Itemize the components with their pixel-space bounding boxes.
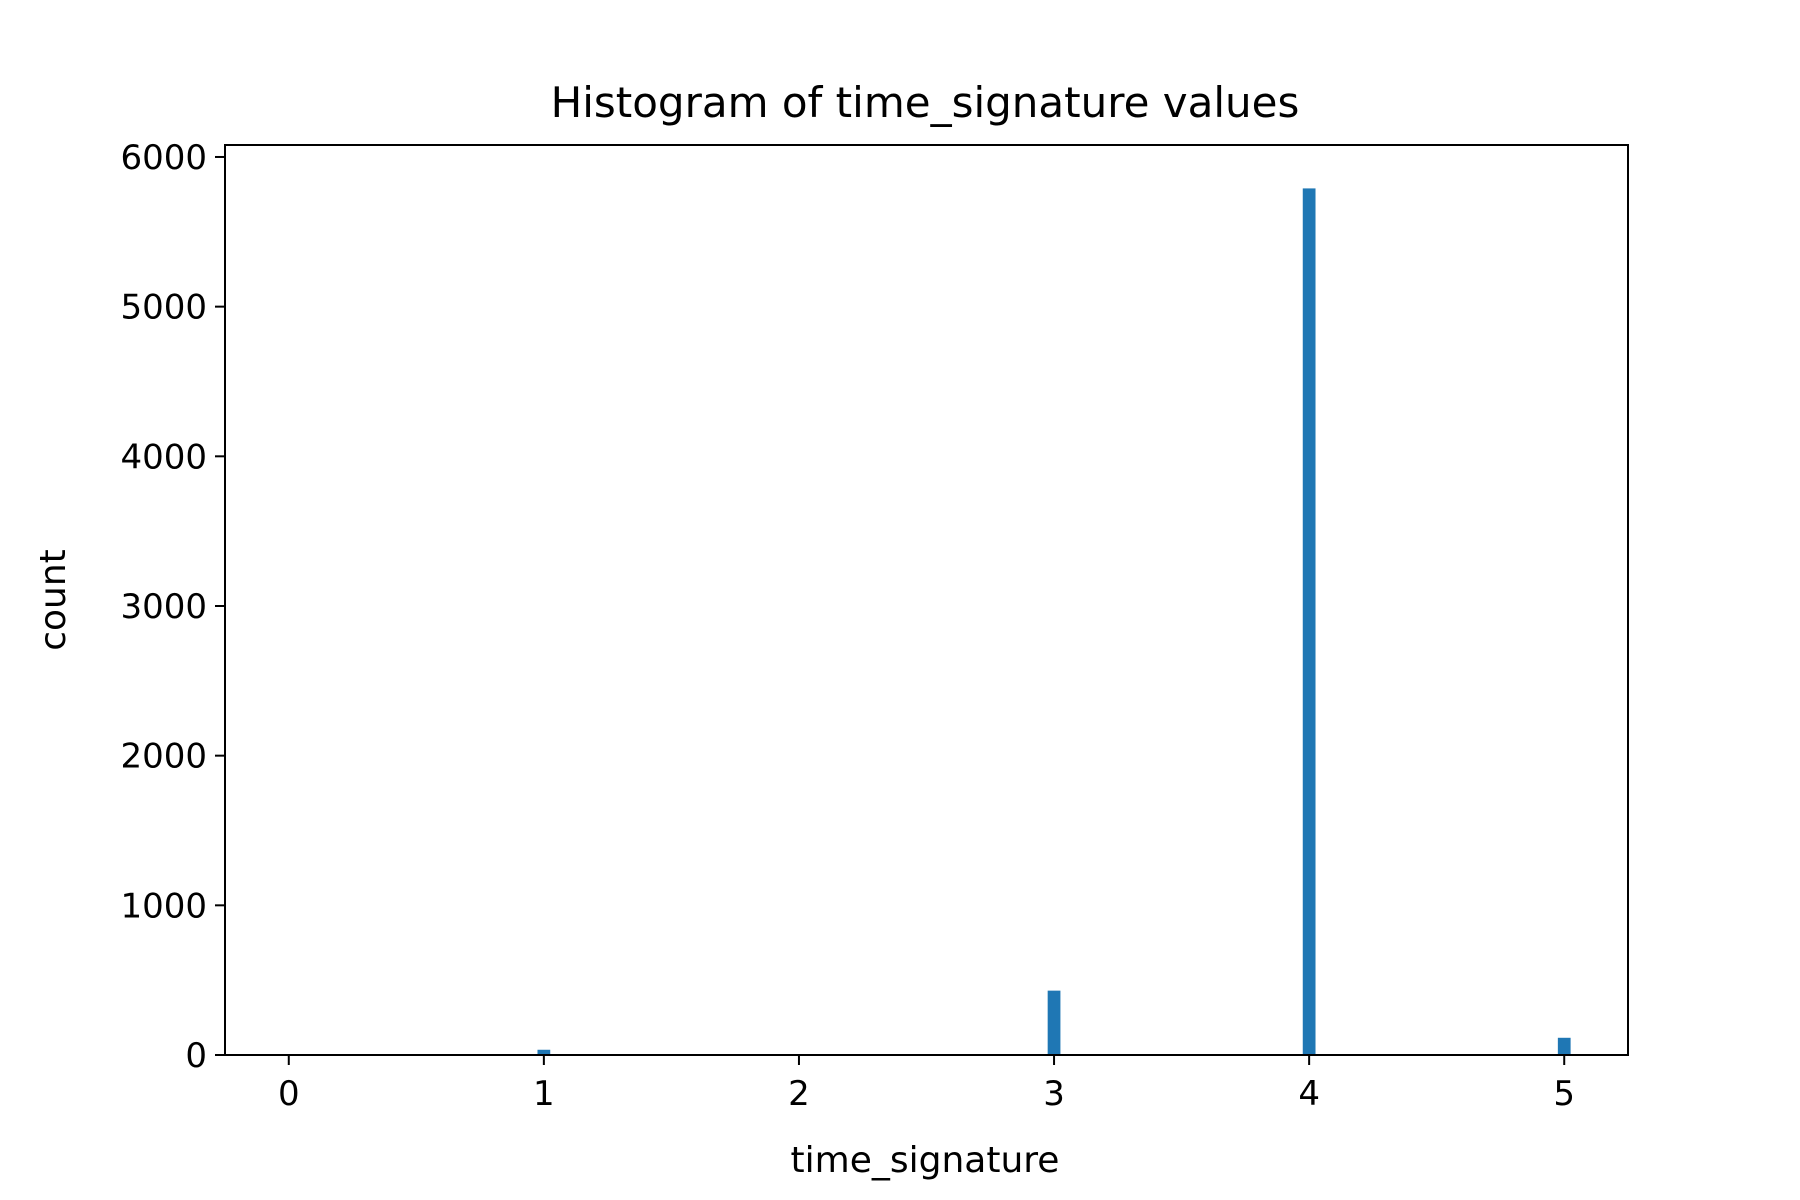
x-tick-label: 4 bbox=[1298, 1074, 1320, 1114]
y-tick-label: 4000 bbox=[120, 437, 207, 477]
x-tick-label: 3 bbox=[1043, 1074, 1065, 1114]
y-tick-label: 0 bbox=[185, 1036, 207, 1076]
histogram-bar-4 bbox=[1302, 188, 1316, 1055]
y-tick-label: 5000 bbox=[120, 288, 207, 328]
plot-frame bbox=[224, 144, 1629, 1056]
bars-layer bbox=[537, 188, 1571, 1055]
histogram-bar-5 bbox=[1557, 1037, 1571, 1055]
histogram-bar-3 bbox=[1047, 990, 1061, 1055]
y-axis-ticks: 0 1000 2000 3000 4000 5000 6000 bbox=[120, 138, 225, 1076]
y-tick-label: 6000 bbox=[120, 138, 207, 178]
x-tick-label: 2 bbox=[788, 1074, 810, 1114]
histogram-bar-1 bbox=[537, 1049, 551, 1055]
y-tick-label: 3000 bbox=[120, 587, 207, 627]
x-axis-label: time_signature bbox=[791, 1140, 1060, 1181]
x-tick-label: 5 bbox=[1553, 1074, 1575, 1114]
x-tick-label: 0 bbox=[278, 1074, 300, 1114]
x-axis-ticks: 0 1 2 3 4 5 bbox=[278, 1055, 1575, 1114]
chart-title: Histogram of time_signature values bbox=[551, 78, 1300, 127]
y-tick-label: 2000 bbox=[120, 737, 207, 777]
y-tick-label: 1000 bbox=[120, 886, 207, 926]
x-tick-label: 1 bbox=[533, 1074, 555, 1114]
y-axis-label: count bbox=[33, 549, 74, 651]
